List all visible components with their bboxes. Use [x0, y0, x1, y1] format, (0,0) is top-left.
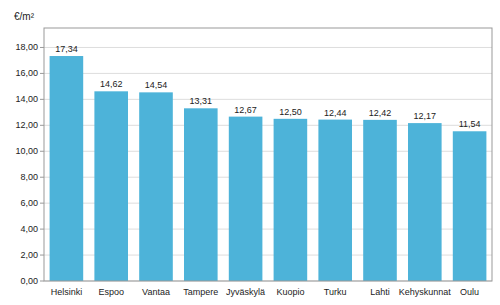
x-tick-label: Vantaa	[142, 287, 170, 297]
x-tick-label: Kuopio	[276, 287, 304, 297]
y-tick-label: 12,00	[15, 120, 38, 130]
bar	[318, 120, 352, 281]
bar	[408, 123, 442, 281]
x-tick-label: Helsinki	[51, 287, 83, 297]
y-tick-label: 8,00	[20, 172, 38, 182]
bar	[184, 108, 218, 281]
y-tick	[40, 203, 44, 204]
grid-line	[44, 47, 492, 48]
y-tick	[40, 281, 44, 282]
y-tick	[40, 73, 44, 74]
y-axis: 0,00 2,00 4,00 6,00 8,00 10,00 12,00 14,00 16,00…	[15, 42, 44, 286]
bar	[139, 92, 173, 281]
x-tick-label: Turku	[324, 287, 347, 297]
y-tick	[40, 229, 44, 230]
bar	[363, 120, 397, 281]
grid	[44, 47, 492, 281]
data-label: 12,17	[414, 111, 437, 121]
x-tick-label: Lahti	[370, 287, 390, 297]
y-tick	[40, 47, 44, 48]
data-label: 12,44	[324, 108, 347, 118]
data-label: 14,54	[145, 80, 168, 90]
y-tick	[40, 151, 44, 152]
x-tick-label: Tampere	[183, 287, 218, 297]
y-axis-label: €/m²	[14, 11, 35, 22]
x-axis: Helsinki Espoo Vantaa Tampere Jyväskylä Kuopi…	[51, 287, 479, 297]
y-tick-label: 16,00	[15, 68, 38, 78]
y-tick-label: 0,00	[20, 276, 38, 286]
grid-line	[44, 73, 492, 74]
bar	[274, 119, 308, 281]
y-tick	[40, 177, 44, 178]
bar	[453, 131, 487, 281]
bar	[50, 56, 84, 281]
data-label: 12,50	[279, 107, 302, 117]
y-tick	[40, 255, 44, 256]
x-tick-label: Kehyskunnat	[399, 287, 452, 297]
y-tick-label: 10,00	[15, 146, 38, 156]
y-tick-label: 14,00	[15, 94, 38, 104]
y-tick	[40, 99, 44, 100]
data-label: 11,54	[459, 119, 481, 129]
y-tick-label: 6,00	[20, 198, 38, 208]
chart-svg: 0,00 2,00 4,00 6,00 8,00 10,00 12,00 14,00 16,00…	[0, 0, 500, 305]
x-tick-label: Oulu	[460, 287, 479, 297]
bars	[50, 56, 487, 281]
y-tick	[40, 125, 44, 126]
y-tick-label: 18,00	[15, 42, 38, 52]
data-label: 14,62	[100, 79, 123, 89]
y-tick-label: 2,00	[20, 250, 38, 260]
data-label: 13,31	[190, 96, 213, 106]
bar	[229, 117, 263, 281]
chart-container: 0,00 2,00 4,00 6,00 8,00 10,00 12,00 14,00 16,00…	[0, 0, 500, 305]
y-tick-label: 4,00	[20, 224, 38, 234]
data-label: 12,67	[234, 105, 257, 115]
data-label: 12,42	[369, 108, 392, 118]
data-label: 17,34	[55, 44, 78, 54]
bar	[94, 91, 128, 281]
plot-frame	[44, 28, 492, 281]
x-tick-label: Espoo	[98, 287, 124, 297]
data-labels: 17,34 14,62 14,54 13,31 12,67 12,50 12,44 12,42…	[55, 44, 480, 129]
x-tick-label: Jyväskylä	[226, 287, 265, 297]
